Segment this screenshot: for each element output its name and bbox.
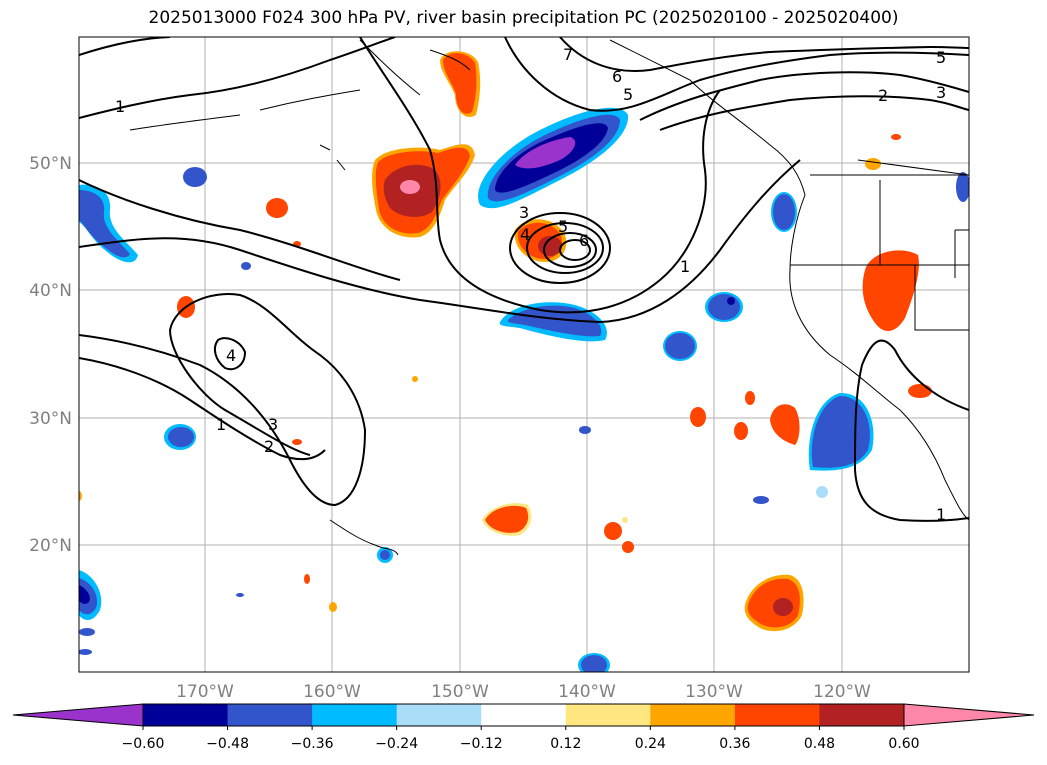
contour-label: 1 [936, 505, 946, 524]
colorbar-tick-label: 0.60 [888, 736, 919, 752]
contour-label: 4 [226, 346, 236, 365]
colorbar-tick-label: −0.36 [291, 736, 334, 752]
contour-label: 3 [268, 415, 278, 434]
colorbar-tick-label: 0.48 [804, 736, 835, 752]
colorbar-segment [227, 704, 313, 726]
colorbar: −0.60 −0.48 −0.36 −0.24 −0.12 0.12 0.24 0.36 0.4… [12, 703, 1035, 752]
lon-label-140w: 140°W [558, 682, 616, 702]
colorbar-segment [650, 704, 736, 726]
lon-label-160w: 160°W [303, 682, 361, 702]
colorbar-tick-label: −0.60 [122, 736, 165, 752]
lat-label-30n: 30°N [29, 409, 72, 429]
colorbar-ticks: −0.60 −0.48 −0.36 −0.24 −0.12 0.12 0.24 0.36 0.4… [122, 726, 920, 752]
contour-label: 3 [936, 83, 946, 102]
colorbar-tick-label: −0.24 [375, 736, 418, 752]
colorbar-tick-label: −0.48 [206, 736, 249, 752]
contour-label: 1 [115, 97, 125, 116]
colorbar-tick-label: 0.24 [635, 736, 666, 752]
colorbar-segment [481, 704, 567, 726]
precip-negative-areas [79, 107, 969, 672]
contour-label: 2 [264, 437, 274, 456]
contour-labels: 1 4 3 2 1 3 4 5 6 1 7 6 5 2 3 5 1 [115, 45, 946, 524]
contour-label: 3 [519, 203, 529, 222]
contour-label: 1 [680, 257, 690, 276]
precip-positive-areas [79, 51, 932, 632]
contour-label: 1 [216, 415, 226, 434]
lat-label-20n: 20°N [29, 536, 72, 556]
colorbar-tick-label: 0.36 [719, 736, 750, 752]
lon-label-120w: 120°W [813, 682, 871, 702]
contour-label: 2 [878, 86, 888, 105]
lat-label-50n: 50°N [29, 154, 72, 174]
contour-label: 5 [623, 85, 633, 104]
contour-label: 5 [936, 48, 946, 67]
map-frame [78, 36, 970, 673]
map-title: 2025013000 F024 300 hPa PV, river basin … [148, 8, 899, 28]
colorbar-segment [734, 704, 820, 726]
contour-label: 7 [563, 45, 573, 64]
colorbar-segment [312, 704, 398, 726]
colorbar-left-extension [12, 703, 144, 727]
colorbar-tick-label: −0.12 [460, 736, 503, 752]
colorbar-segment [143, 704, 229, 726]
contour-label: 5 [558, 217, 568, 236]
colorbar-tick-label: 0.12 [550, 736, 581, 752]
colorbar-right-extension [903, 703, 1035, 727]
map-background [79, 37, 969, 672]
pv-contours [79, 37, 969, 522]
contour-label: 6 [579, 231, 589, 250]
contour-label: 4 [520, 225, 530, 244]
lon-labels: 170°W 160°W 150°W 140°W 130°W 120°W [176, 682, 871, 702]
lat-label-40n: 40°N [29, 281, 72, 301]
lat-labels: 50°N 40°N 30°N 20°N [29, 154, 72, 556]
colorbar-segment [819, 704, 905, 726]
colorbar-segment [396, 704, 482, 726]
colorbar-segments [142, 703, 905, 727]
lon-label-150w: 150°W [431, 682, 489, 702]
lon-label-170w: 170°W [176, 682, 234, 702]
lon-label-130w: 130°W [685, 682, 743, 702]
colorbar-segment [565, 704, 651, 726]
contour-label: 6 [612, 67, 622, 86]
